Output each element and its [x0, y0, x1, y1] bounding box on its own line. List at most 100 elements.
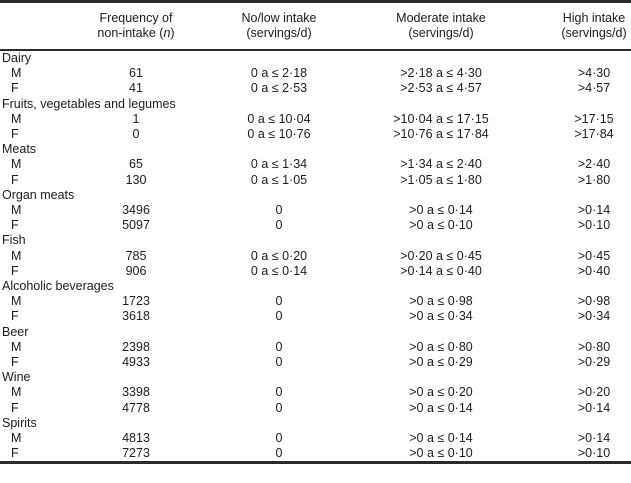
header-row: Frequency of non-intake (n) No/low intak…	[0, 1, 631, 51]
moderate-intake-cell: >0 a ≤ 0·10	[409, 218, 473, 233]
table-row: M 1 0 a ≤ 10·04 >10·04 a ≤ 17·15 >17·15	[0, 112, 631, 127]
table-body: Dairy M 61 0 a ≤ 2·18 >2·18 a ≤ 4·30 >4·30 F 41…	[0, 50, 631, 463]
frequency-cell: 4813	[122, 431, 150, 446]
no-low-intake-cell: 0	[275, 385, 283, 400]
sex-cell: M	[11, 203, 22, 218]
sex-cell: M	[11, 385, 22, 400]
high-intake-cell: >2·40	[577, 157, 611, 172]
frequency-cell: 4933	[122, 355, 150, 370]
category-label: Wine	[2, 370, 31, 385]
moderate-intake-cell: >1·34 a ≤ 2·40	[400, 157, 482, 172]
no-low-intake-cell: 0	[275, 309, 283, 324]
table-row: M 3398 0 >0 a ≤ 0·20 >0·20	[0, 385, 631, 400]
sex-cell: F	[11, 218, 19, 233]
sex-cell: F	[11, 81, 19, 96]
table-row: F 130 0 a ≤ 1·05 >1·05 a ≤ 1·80 >1·80	[0, 173, 631, 188]
frequency-cell: 0	[132, 127, 140, 142]
column-header-frequency: Frequency of non-intake (n)	[39, 1, 233, 51]
frequency-cell: 41	[129, 81, 143, 96]
frequency-cell: 1	[132, 111, 140, 126]
no-low-intake-cell: 0 a ≤ 0·14	[250, 263, 308, 278]
no-low-intake-cell: 0	[275, 446, 283, 461]
high-intake-cell: >0·14	[577, 431, 611, 446]
no-low-intake-cell: 0 a ≤ 10·04	[247, 111, 311, 126]
header-moderate-line1: Moderate intake	[396, 11, 486, 25]
column-header-moderate-intake: Moderate intake (servings/d)	[325, 1, 557, 51]
high-intake-cell: >0·40	[577, 263, 611, 278]
moderate-intake-cell: >0 a ≤ 0·80	[409, 339, 473, 354]
header-high-line1: High intake	[562, 11, 626, 25]
high-intake-cell: >0·29	[577, 355, 611, 370]
table-row: M 1723 0 >0 a ≤ 0·98 >0·98	[0, 294, 631, 309]
header-frequency-line2-prefix: non-intake (	[97, 25, 164, 40]
no-low-intake-cell: 0 a ≤ 2·18	[250, 66, 308, 81]
no-low-intake-cell: 0	[275, 203, 283, 218]
high-intake-cell: >17·15	[574, 111, 614, 126]
category-label: Organ meats	[2, 187, 75, 202]
sex-cell: M	[11, 111, 22, 126]
moderate-intake-cell: >1·05 a ≤ 1·80	[400, 172, 482, 187]
category-label: Dairy	[2, 51, 32, 65]
moderate-intake-cell: >0 a ≤ 0·20	[409, 385, 473, 400]
sex-cell: F	[11, 309, 19, 324]
sex-cell: F	[11, 400, 19, 415]
frequency-cell: 7273	[122, 446, 150, 461]
sex-cell: M	[11, 248, 22, 263]
category-label: Fruits, vegetables and legumes	[2, 96, 176, 111]
category-row: Dairy	[0, 50, 631, 66]
moderate-intake-cell: >2·53 a ≤ 4·57	[400, 81, 482, 96]
header-frequency-line1: Frequency of	[99, 11, 173, 25]
category-row: Organ meats	[0, 188, 631, 203]
header-frequency-n-italic: n	[163, 25, 171, 40]
no-low-intake-cell: 0	[275, 431, 283, 446]
no-low-intake-cell: 0 a ≤ 1·05	[250, 172, 308, 187]
high-intake-cell: >0·80	[577, 339, 611, 354]
frequency-cell: 3398	[122, 385, 150, 400]
no-low-intake-cell: 0	[275, 294, 283, 309]
moderate-intake-cell: >0 a ≤ 0·14	[409, 203, 473, 218]
category-row: Beer	[0, 325, 631, 340]
sex-cell: M	[11, 431, 22, 446]
category-label: Alcoholic beverages	[2, 279, 114, 294]
moderate-intake-cell: >0·14 a ≤ 0·40	[400, 263, 482, 278]
moderate-intake-cell: >10·76 a ≤ 17·84	[393, 127, 489, 142]
sex-cell: F	[11, 263, 19, 278]
header-frequency-line2-suffix: )	[170, 25, 175, 40]
sex-cell: M	[11, 294, 22, 309]
moderate-intake-cell: >0 a ≤ 0·10	[409, 446, 473, 461]
table-row: F 5097 0 >0 a ≤ 0·10 >0·10	[0, 218, 631, 233]
high-intake-cell: >0·14	[577, 203, 611, 218]
table-row: F 41 0 a ≤ 2·53 >2·53 a ≤ 4·57 >4·57	[0, 81, 631, 96]
frequency-cell: 785	[125, 248, 147, 263]
table-row: M 65 0 a ≤ 1·34 >1·34 a ≤ 2·40 >2·40	[0, 157, 631, 172]
frequency-cell: 4778	[122, 400, 150, 415]
sex-cell: F	[11, 127, 19, 142]
category-row: Alcoholic beverages	[0, 279, 631, 294]
frequency-cell: 65	[129, 157, 143, 172]
frequency-cell: 1723	[122, 294, 150, 309]
high-intake-cell: >17·84	[574, 127, 614, 142]
column-header-no-low-intake: No/low intake (servings/d)	[233, 1, 325, 51]
no-low-intake-cell: 0	[275, 355, 283, 370]
table-row: F 4933 0 >0 a ≤ 0·29 >0·29	[0, 355, 631, 370]
frequency-cell: 3496	[122, 203, 150, 218]
moderate-intake-cell: >10·04 a ≤ 17·15	[393, 111, 489, 126]
table-row: F 7273 0 >0 a ≤ 0·10 >0·10	[0, 446, 631, 463]
sex-cell: F	[11, 172, 19, 187]
table-header: Frequency of non-intake (n) No/low intak…	[0, 1, 631, 51]
high-intake-cell: >0·14	[577, 400, 611, 415]
no-low-intake-cell: 0	[275, 400, 283, 415]
sex-cell: M	[11, 339, 22, 354]
category-label: Fish	[2, 233, 26, 248]
moderate-intake-cell: >2·18 a ≤ 4·30	[400, 66, 482, 81]
category-label: Spirits	[2, 415, 37, 430]
category-row: Meats	[0, 142, 631, 157]
moderate-intake-cell: >0 a ≤ 0·14	[409, 400, 473, 415]
intake-category-table: Frequency of non-intake (n) No/low intak…	[0, 0, 631, 465]
table-row: F 3618 0 >0 a ≤ 0·34 >0·34	[0, 309, 631, 324]
moderate-intake-cell: >0 a ≤ 0·98	[409, 294, 473, 309]
category-row: Fruits, vegetables and legumes	[0, 97, 631, 112]
high-intake-cell: >0·10	[577, 446, 611, 461]
table-row: F 4778 0 >0 a ≤ 0·14 >0·14	[0, 401, 631, 416]
